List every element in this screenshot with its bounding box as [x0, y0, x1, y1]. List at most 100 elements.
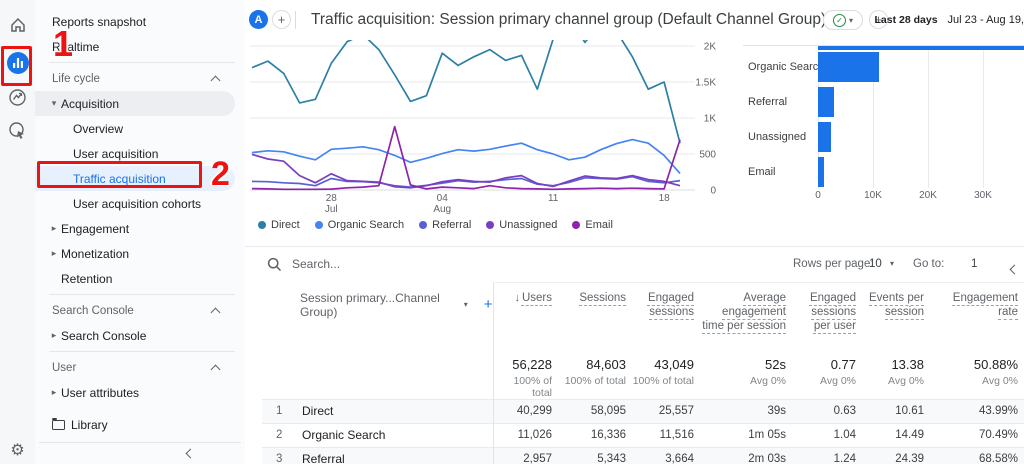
- bar-email[interactable]: [818, 157, 824, 187]
- home-icon[interactable]: [0, 12, 35, 38]
- search-input[interactable]: Search...: [267, 247, 340, 281]
- sidebar-item-life-cycle: Life cycle: [35, 66, 235, 91]
- share-add-button[interactable]: +: [869, 10, 888, 29]
- totals-subtext: 100% of total: [513, 374, 552, 399]
- avatar[interactable]: A: [249, 10, 268, 29]
- sidebar-item-overview[interactable]: Overview: [35, 116, 235, 141]
- advertising-icon[interactable]: [0, 117, 35, 143]
- totals-cell: 56,228 100% of total: [493, 353, 558, 400]
- chevron-down-icon[interactable]: ▾: [463, 299, 468, 309]
- rows-per-page-select[interactable]: 10: [869, 258, 882, 270]
- sidebar-item-search-console[interactable]: ▸ Search Console: [35, 323, 235, 348]
- row-number: 1: [276, 405, 283, 417]
- sidebar-item-traffic-acquisition[interactable]: Traffic acquisition: [35, 166, 235, 191]
- date-range-dates: Jul 23 - Aug 19,: [947, 14, 1024, 26]
- totals-cell: 84,603 100% of total: [558, 353, 632, 400]
- bar-organic-search[interactable]: [818, 52, 879, 82]
- expand-arrow-icon[interactable]: ▸: [51, 223, 57, 233]
- add-comparison-button[interactable]: +: [272, 10, 291, 29]
- expand-arrow-icon[interactable]: ▾: [51, 98, 57, 108]
- sidebar-item-realtime[interactable]: Realtime: [35, 34, 235, 59]
- reports-icon[interactable]: [0, 51, 35, 75]
- bar-axis-tick-label: 20K: [919, 190, 937, 201]
- bar-referral[interactable]: [818, 87, 834, 117]
- line-series-organic-search: [251, 138, 681, 174]
- legend-item-email[interactable]: Email: [572, 219, 613, 231]
- chevron-left-icon: [1009, 264, 1020, 275]
- bar-unassigned[interactable]: [818, 122, 831, 152]
- goto-input[interactable]: 1: [971, 258, 978, 270]
- table-row-referral[interactable]: 3 Referral 2,957 5,343 3,664 2m 03s 1.24 24.39 6…: [262, 447, 1024, 464]
- metric-value: 2m 03s: [748, 453, 786, 464]
- totals-value: 50.88%: [973, 356, 1018, 372]
- sidebar-item-monetization[interactable]: ▸ Monetization: [35, 241, 235, 266]
- dimension-header[interactable]: Session primary...Channel Group) ▾ +: [300, 282, 494, 353]
- goto-label: Go to:: [913, 258, 945, 270]
- column-header-engagement-rate[interactable]: Engagement rate: [930, 282, 1024, 353]
- sidebar-item-label: Library: [71, 417, 108, 432]
- x-axis-tick-label: 28: [326, 193, 338, 204]
- legend-item-unassigned[interactable]: Unassigned: [486, 219, 557, 231]
- totals-value: 52s: [765, 356, 786, 372]
- sidebar-item-user-attributes[interactable]: ▸ User attributes: [35, 380, 235, 405]
- column-header-users[interactable]: ↓ Users: [493, 282, 558, 353]
- collapse-sidebar-icon[interactable]: [185, 448, 196, 459]
- sidebar-item-label: Acquisition: [61, 96, 120, 111]
- bar-axis-tick-label: 30K: [974, 190, 992, 201]
- bar-gridline: [928, 45, 929, 188]
- sidebar-item-reports-snapshot[interactable]: Reports snapshot: [35, 9, 235, 34]
- collapse-section-icon[interactable]: [210, 307, 221, 319]
- column-header-events-per-session[interactable]: Events per session: [862, 282, 930, 353]
- report-status-button[interactable]: ✓ ▾: [823, 10, 863, 30]
- legend-item-direct[interactable]: Direct: [258, 219, 300, 231]
- expand-arrow-icon[interactable]: ▸: [51, 387, 57, 397]
- section-divider: [245, 246, 1024, 247]
- sidebar-item-library[interactable]: Library: [35, 412, 235, 437]
- admin-gear-icon[interactable]: ⚙: [10, 442, 25, 459]
- sidebar-item-retention[interactable]: Retention: [35, 266, 235, 291]
- explore-icon[interactable]: [0, 84, 35, 110]
- totals-subtext: Avg 0%: [888, 374, 924, 387]
- sidebar-item-acquisition[interactable]: ▾ Acquisition: [35, 91, 235, 116]
- totals-value: 56,228: [512, 356, 552, 372]
- sidebar-footer: [39, 442, 241, 464]
- legend-label: Direct: [271, 219, 300, 231]
- metric-value: 0.63: [833, 405, 856, 417]
- table-row-organic-search[interactable]: 2 Organic Search 11,026 16,336 11,516 1m 05s 1…: [262, 423, 1024, 447]
- sidebar-item-engagement[interactable]: ▸ Engagement: [35, 216, 235, 241]
- sidebar-nav: Reports snapshot Realtime Life cycle ▾ Acqui…: [35, 9, 245, 437]
- chevron-up-icon: [210, 75, 221, 86]
- totals-subtext: 100% of total: [632, 374, 694, 387]
- y-axis-tick-label: 1K: [704, 114, 717, 125]
- legend-item-organic-search[interactable]: Organic Search: [314, 219, 404, 231]
- rows-per-page-caret-icon[interactable]: ▾: [890, 259, 895, 268]
- y-axis-tick-label: 1.5K: [695, 78, 716, 89]
- column-header-sessions[interactable]: Sessions: [558, 282, 632, 353]
- sidebar-item-user-acquisition[interactable]: User acquisition: [35, 141, 235, 166]
- date-range[interactable]: Last 28 days Jul 23 - Aug 19,: [875, 0, 1024, 40]
- totals-value: 84,603: [586, 356, 626, 372]
- expand-arrow-icon[interactable]: ▸: [51, 248, 57, 258]
- add-dimension-button[interactable]: +: [483, 295, 493, 313]
- previous-page-button[interactable]: [1009, 260, 1020, 278]
- column-header-label: Engagement rate: [952, 292, 1018, 318]
- legend-dot-icon: [314, 221, 323, 229]
- sidebar-item-label: Realtime: [52, 39, 100, 54]
- column-header-engaged-sessions-per-user[interactable]: Engaged sessions per user: [792, 282, 862, 353]
- channel-name: Referral: [300, 447, 494, 464]
- expand-arrow-icon[interactable]: ▸: [51, 330, 57, 340]
- column-header-engaged-sessions[interactable]: Engaged sessions: [632, 282, 700, 353]
- legend-item-referral[interactable]: Referral: [419, 219, 471, 231]
- bar-axis-tick-label: 0: [815, 190, 821, 201]
- legend-label: Unassigned: [499, 219, 558, 231]
- table-row-direct[interactable]: 1 Direct 40,299 58,095 25,557 39s 0.63 10.61 43.…: [262, 399, 1024, 423]
- totals-subtext: Avg 0%: [982, 374, 1018, 387]
- bar-label-email: Email: [748, 166, 776, 178]
- collapse-section-icon[interactable]: [210, 75, 221, 87]
- sidebar-item-label: Search Console: [52, 304, 134, 317]
- sidebar-item-user-acquisition-cohorts[interactable]: User acquisition cohorts: [35, 191, 235, 216]
- sidebar-divider: [49, 294, 235, 295]
- search-icon: [267, 257, 282, 271]
- collapse-section-icon[interactable]: [210, 364, 221, 376]
- column-header-average-engagement-time-per-session[interactable]: Average engagement time per session: [700, 282, 792, 353]
